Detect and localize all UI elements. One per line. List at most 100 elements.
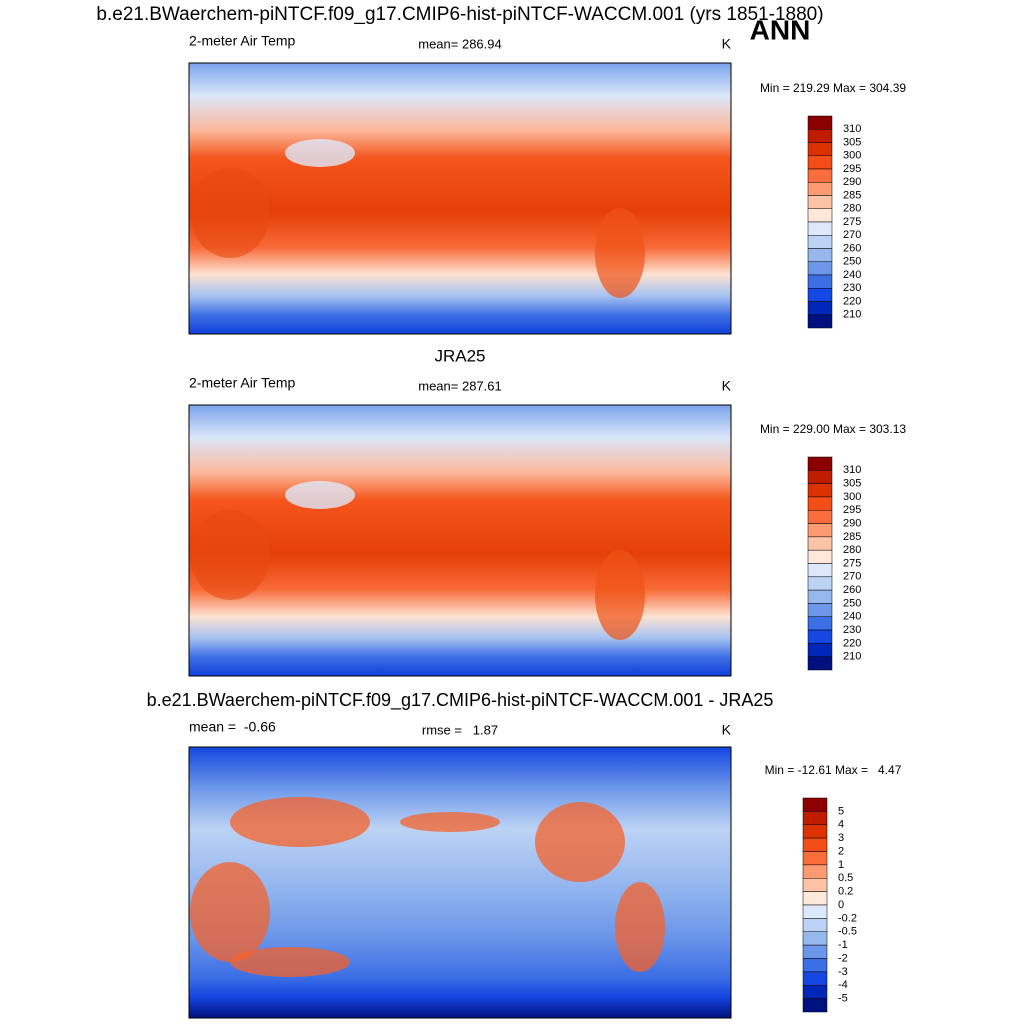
colorbar-label: -4: [838, 979, 848, 991]
colorbar-label: 240: [843, 611, 861, 623]
colorbar-label: 310: [843, 123, 861, 135]
min-max-label: Min = 229.00 Max = 303.13: [760, 422, 906, 436]
colorbar-box: [807, 261, 833, 276]
colorbar-label: -3: [838, 966, 848, 978]
colorbar-label: 230: [843, 624, 861, 636]
colorbar-box: [802, 918, 828, 932]
units-label: K: [722, 36, 732, 52]
colorbar-box: [807, 576, 833, 591]
colorbar-box: [802, 944, 828, 959]
min-max-label: Min = 219.29 Max = 304.39: [760, 81, 906, 95]
min-max-label: Min = -12.61 Max = 4.47: [765, 763, 902, 777]
center-label: rmse = 1.87: [422, 722, 498, 737]
colorbar-label: 220: [843, 637, 861, 649]
colorbar-label: 230: [843, 282, 861, 294]
colorbar-box: [807, 288, 833, 302]
center-label: mean= 287.61: [418, 378, 501, 393]
colorbar-label: 1: [838, 859, 844, 871]
colorbar-box: [802, 971, 828, 986]
colorbar-box: [807, 563, 833, 578]
colorbar-label: 270: [843, 571, 861, 583]
colorbar-box: [807, 549, 833, 564]
map-field: [189, 63, 731, 334]
anomaly-shade: [230, 947, 350, 977]
colorbar-label: 250: [843, 597, 861, 609]
colorbar-box: [807, 314, 833, 329]
colorbar-label: 0.5: [838, 872, 853, 884]
continent-shade: [190, 168, 270, 258]
colorbar-box: [802, 998, 828, 1013]
colorbar-label: 5: [838, 805, 844, 817]
anomaly-shade: [190, 862, 270, 962]
colorbar-label: 300: [843, 491, 861, 503]
colorbar-box: [807, 589, 833, 604]
colorbar-label: -1: [838, 939, 848, 951]
panel-title: JRA25: [434, 346, 485, 365]
colorbar-box: [807, 616, 833, 631]
colorbar-box: [807, 274, 833, 289]
colorbar-label: 305: [843, 136, 861, 148]
left-label: mean = -0.66: [189, 719, 276, 735]
anomaly-shade: [615, 882, 665, 972]
colorbar-box: [807, 235, 833, 249]
colorbar-box: [802, 931, 828, 946]
colorbar-box: [802, 985, 828, 999]
colorbar-label: 285: [843, 531, 861, 543]
colorbar-box: [807, 195, 833, 209]
colorbar-label: 275: [843, 557, 861, 569]
center-label: mean= 286.94: [418, 36, 501, 51]
colorbar-label: 270: [843, 229, 861, 241]
colorbar-box: [807, 129, 833, 143]
colorbar-box: [802, 904, 828, 919]
anomaly-shade: [535, 802, 625, 882]
colorbar-label: -0.5: [838, 926, 857, 938]
continent-shade: [285, 481, 355, 509]
colorbar-label: -0.2: [838, 912, 857, 924]
colorbar-label: 290: [843, 517, 861, 529]
map-frame: [188, 62, 732, 335]
colorbar-box: [802, 811, 828, 825]
map-frame: [188, 746, 732, 1019]
map-frame: [188, 404, 732, 677]
map-field: [189, 747, 731, 1018]
colorbar-box: [802, 851, 828, 866]
colorbar-box: [802, 824, 828, 839]
continent-shade: [285, 139, 355, 167]
continent-shade: [595, 208, 645, 298]
colorbar-box: [807, 523, 833, 538]
colorbar-box: [802, 891, 828, 906]
colorbar-box: [807, 643, 833, 657]
colorbar-box: [807, 168, 833, 183]
colorbar-label: 0: [838, 899, 844, 911]
colorbar-box: [807, 221, 833, 236]
colorbar-label: 4: [838, 819, 844, 831]
colorbar-label: 305: [843, 478, 861, 490]
colorbar-box: [807, 483, 833, 498]
anomaly-shade: [400, 812, 500, 832]
colorbar-label: 280: [843, 544, 861, 556]
colorbar-label: 260: [843, 584, 861, 596]
colorbar-box: [807, 301, 833, 315]
colorbar-box: [807, 142, 833, 156]
colorbar-box: [807, 496, 833, 511]
colorbar-box: [807, 208, 833, 223]
colorbar-label: 310: [843, 464, 861, 476]
left-label: 2-meter Air Temp: [189, 375, 296, 391]
figure-title: b.e21.BWaerchem-piNTCF.f09_g17.CMIP6-his…: [96, 4, 823, 25]
colorbar-label: 250: [843, 256, 861, 268]
panel-title: b.e21.BWaerchem-piNTCF.f09_g17.CMIP6-his…: [147, 690, 774, 711]
colorbar-box: [807, 510, 833, 524]
colorbar-label: 210: [843, 309, 861, 321]
colorbar-label: 295: [843, 504, 861, 516]
season-label: ANN: [750, 14, 811, 45]
colorbar-box: [807, 656, 833, 671]
colorbar-label: 260: [843, 242, 861, 254]
colorbar-box: [802, 878, 828, 892]
colorbar-label: 0.2: [838, 886, 853, 898]
colorbar-label: 280: [843, 203, 861, 215]
units-label: K: [722, 722, 732, 738]
colorbar-label: -2: [838, 952, 848, 964]
colorbar-label: -5: [838, 993, 848, 1005]
colorbar-box: [807, 603, 833, 617]
